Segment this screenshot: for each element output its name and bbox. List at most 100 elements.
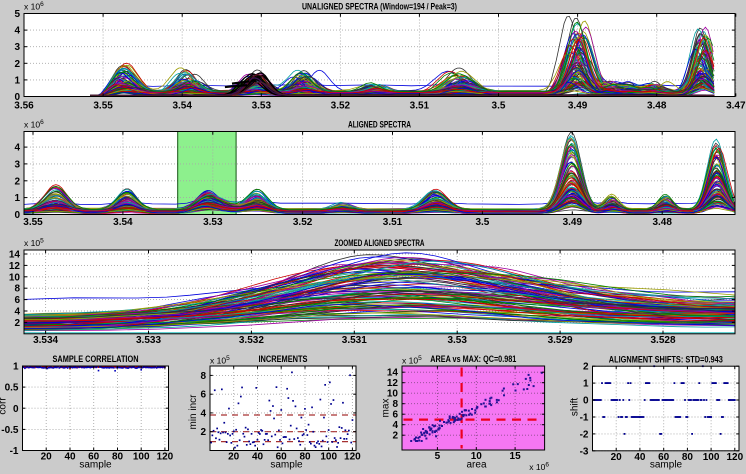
- svg-text:0.5: 0.5: [5, 383, 19, 394]
- svg-text:1: 1: [14, 75, 20, 86]
- svg-text:3.5: 3.5: [475, 217, 489, 228]
- svg-text:-0.5: -0.5: [1, 425, 19, 436]
- svg-text:10: 10: [387, 389, 399, 400]
- svg-text:-1: -1: [10, 446, 19, 457]
- svg-text:12: 12: [9, 261, 21, 272]
- svg-text:3.55: 3.55: [23, 217, 43, 228]
- svg-text:0: 0: [583, 396, 589, 407]
- svg-text:40: 40: [634, 452, 646, 463]
- svg-text:3: 3: [14, 42, 20, 53]
- svg-text:2: 2: [583, 362, 589, 373]
- svg-text:3.531: 3.531: [342, 335, 367, 346]
- svg-text:60: 60: [276, 452, 288, 463]
- svg-text:-1: -1: [580, 413, 589, 424]
- svg-text:15: 15: [510, 451, 522, 462]
- svg-text:3.53: 3.53: [447, 335, 467, 346]
- svg-text:2: 2: [392, 431, 398, 442]
- svg-text:80: 80: [299, 452, 311, 463]
- svg-text:1: 1: [583, 379, 589, 390]
- svg-text:1: 1: [13, 362, 19, 373]
- svg-text:2: 2: [14, 59, 20, 70]
- svg-text:100: 100: [320, 452, 337, 463]
- svg-text:x 106: x 106: [529, 462, 549, 473]
- svg-text:20: 20: [41, 452, 53, 463]
- svg-text:3.53: 3.53: [203, 217, 223, 228]
- svg-text:8: 8: [200, 371, 206, 382]
- svg-text:3.528: 3.528: [650, 335, 675, 346]
- svg-text:3.49: 3.49: [568, 100, 588, 111]
- svg-text:sample: sample: [650, 460, 683, 471]
- svg-text:3.51: 3.51: [410, 100, 430, 111]
- svg-text:corr: corr: [0, 397, 9, 415]
- svg-text:area: area: [466, 460, 486, 471]
- svg-text:min incr: min incr: [188, 394, 199, 430]
- svg-text:10: 10: [471, 451, 483, 462]
- svg-text:3.529: 3.529: [548, 335, 573, 346]
- svg-text:12: 12: [387, 378, 399, 389]
- svg-text:100: 100: [703, 452, 720, 463]
- svg-text:14: 14: [387, 368, 399, 379]
- svg-text:6: 6: [14, 295, 20, 306]
- svg-text:3: 3: [14, 159, 20, 170]
- svg-text:ALIGNED SPECTRA: ALIGNED SPECTRA: [348, 120, 411, 131]
- svg-text:60: 60: [88, 452, 100, 463]
- svg-text:40: 40: [64, 452, 76, 463]
- svg-text:5: 5: [14, 9, 20, 20]
- svg-text:120: 120: [157, 452, 174, 463]
- svg-text:3.54: 3.54: [113, 217, 133, 228]
- svg-text:100: 100: [133, 452, 150, 463]
- svg-text:-3: -3: [580, 446, 589, 457]
- svg-text:3.48: 3.48: [652, 217, 672, 228]
- svg-text:1: 1: [14, 193, 20, 204]
- svg-text:5: 5: [435, 451, 441, 462]
- svg-text:ALIGNMENT SHIFTS: STD=0.943: ALIGNMENT SHIFTS: STD=0.943: [609, 354, 723, 365]
- svg-text:120: 120: [344, 452, 361, 463]
- svg-text:3.49: 3.49: [563, 217, 583, 228]
- svg-text:max: max: [381, 399, 392, 418]
- svg-text:-2: -2: [580, 429, 589, 440]
- svg-text:ZOOMED ALIGNED SPECTRA: ZOOMED ALIGNED SPECTRA: [335, 238, 425, 249]
- svg-text:6: 6: [200, 390, 206, 401]
- svg-text:x 106: x 106: [24, 119, 44, 130]
- svg-text:3.532: 3.532: [239, 335, 264, 346]
- svg-text:INCREMENTS: INCREMENTS: [259, 354, 308, 365]
- svg-text:20: 20: [228, 452, 240, 463]
- svg-text:3.52: 3.52: [293, 217, 313, 228]
- svg-text:2: 2: [14, 176, 20, 187]
- svg-text:x 105: x 105: [210, 355, 230, 366]
- svg-text:4: 4: [14, 26, 20, 37]
- svg-text:shift: shift: [570, 398, 581, 417]
- svg-text:14: 14: [9, 250, 21, 261]
- svg-text:0: 0: [14, 210, 20, 221]
- svg-text:4: 4: [14, 143, 20, 154]
- svg-text:2: 2: [14, 318, 20, 329]
- svg-text:3.55: 3.55: [93, 100, 113, 111]
- svg-text:3.51: 3.51: [383, 217, 403, 228]
- svg-text:4: 4: [200, 408, 206, 419]
- svg-text:0: 0: [13, 404, 19, 415]
- svg-text:3.52: 3.52: [331, 100, 351, 111]
- svg-text:sample: sample: [79, 460, 112, 471]
- svg-text:3.534: 3.534: [33, 335, 58, 346]
- svg-text:AREA vs MAX: QC=0.981: AREA vs MAX: QC=0.981: [430, 354, 517, 365]
- svg-text:x 106: x 106: [24, 1, 44, 12]
- svg-text:3.48: 3.48: [647, 100, 667, 111]
- svg-text:3.533: 3.533: [136, 335, 161, 346]
- svg-text:8: 8: [392, 399, 398, 410]
- svg-text:120: 120: [726, 452, 743, 463]
- svg-text:10: 10: [9, 272, 21, 283]
- svg-text:40: 40: [252, 452, 264, 463]
- svg-text:3.5: 3.5: [492, 100, 506, 111]
- svg-text:6: 6: [392, 410, 398, 421]
- svg-text:3.54: 3.54: [172, 100, 192, 111]
- svg-text:8: 8: [14, 284, 20, 295]
- svg-text:3.53: 3.53: [252, 100, 272, 111]
- svg-text:sample: sample: [270, 460, 303, 471]
- svg-text:4: 4: [392, 420, 398, 431]
- svg-text:2: 2: [200, 427, 206, 438]
- svg-text:20: 20: [611, 452, 623, 463]
- svg-text:x 105: x 105: [402, 355, 422, 366]
- svg-text:x 105: x 105: [24, 238, 44, 249]
- svg-text:3.56: 3.56: [14, 100, 34, 111]
- svg-text:3.47: 3.47: [726, 100, 746, 111]
